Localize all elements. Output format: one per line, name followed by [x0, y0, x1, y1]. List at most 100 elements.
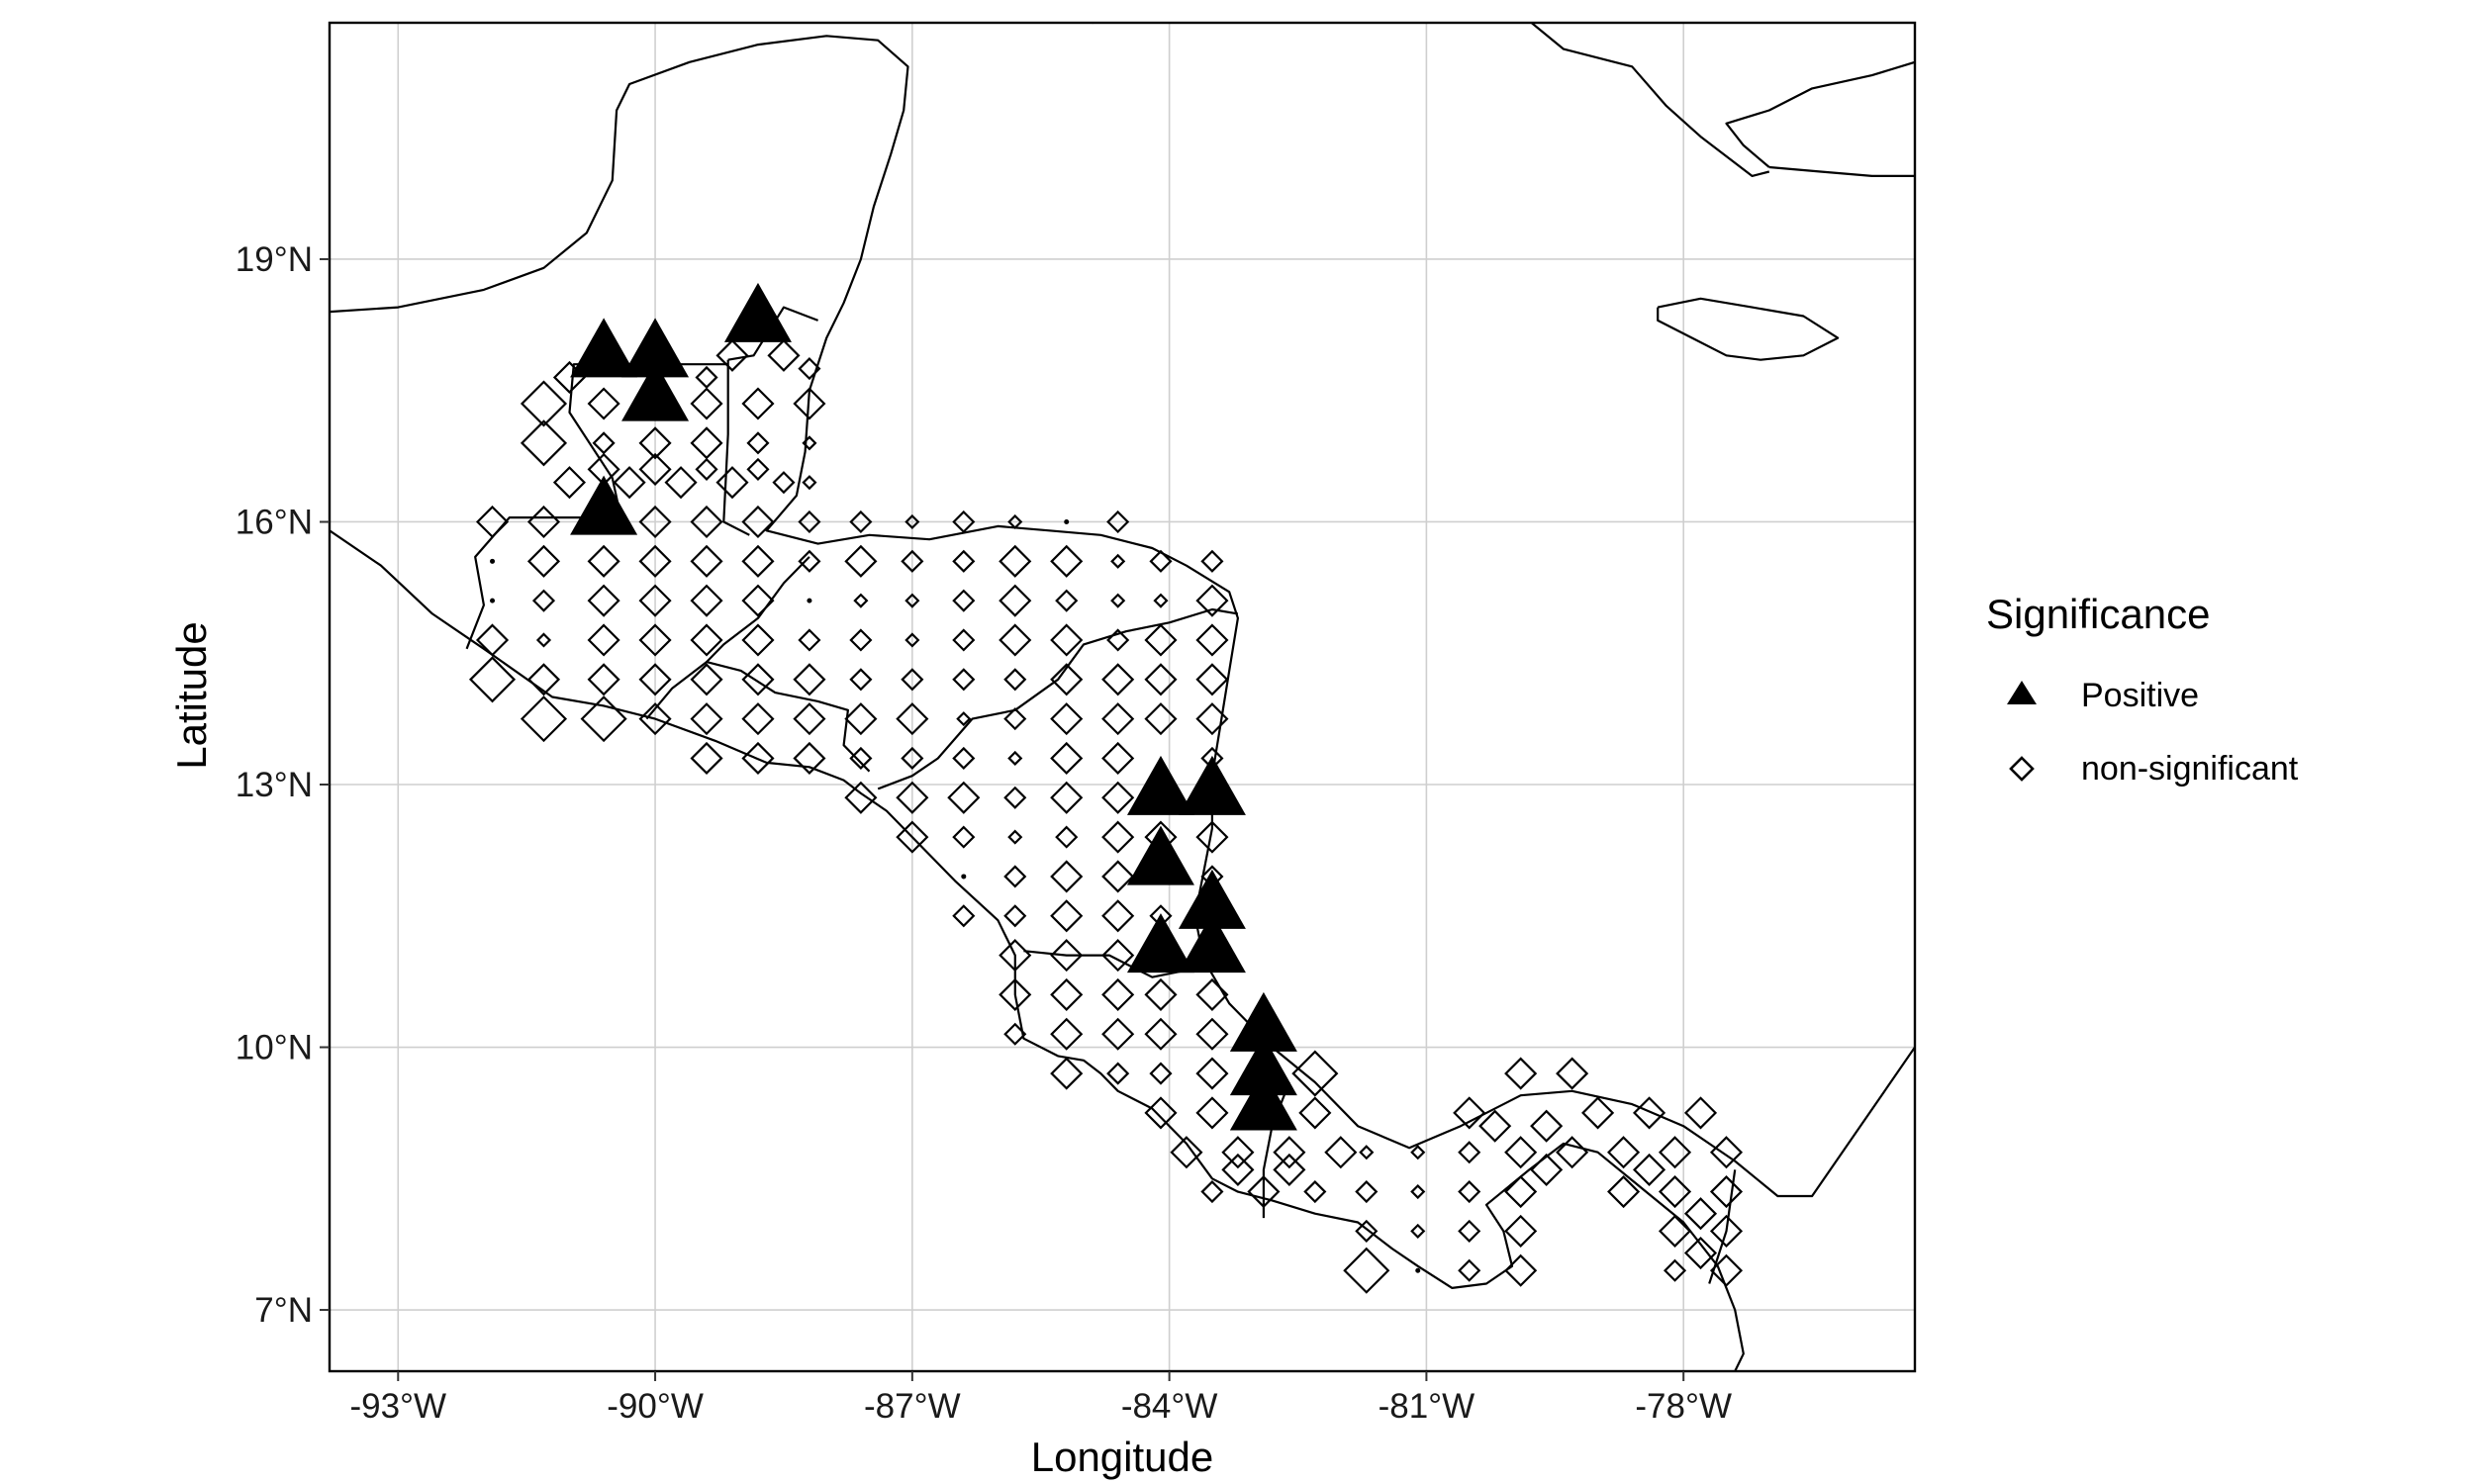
coastline-2	[1092, 23, 1770, 177]
nonsignificant-point	[1153, 593, 1169, 608]
nonsignificant-point	[1658, 1136, 1692, 1169]
nonsignificant-point	[587, 544, 620, 578]
x-axis: -93°W -90°W -87°W -84°W -81°W -78°W	[349, 1371, 1732, 1426]
coastline-9	[706, 556, 810, 663]
nonsignificant-point	[741, 623, 775, 657]
nonsignificant-point	[896, 820, 929, 854]
nonsignificant-point	[1504, 1214, 1538, 1248]
nonsignificant-point	[947, 781, 981, 814]
nonsignificant-point	[638, 663, 672, 696]
nonsignificant-point	[1195, 702, 1229, 736]
nonsignificant-point	[1658, 1214, 1692, 1248]
nonsignificant-point	[1709, 1175, 1744, 1209]
nonsignificant-point	[1050, 860, 1084, 893]
nonsignificant-point	[587, 663, 620, 696]
positive-point	[621, 318, 690, 378]
nonsignificant-point	[1050, 977, 1084, 1011]
nonsignificant-point	[1415, 1267, 1421, 1273]
nonsignificant-point	[715, 338, 749, 372]
nonsignificant-point	[1101, 781, 1135, 814]
y-tick-label: 16°N	[236, 503, 313, 541]
nonsignificant-point	[1355, 1180, 1379, 1204]
nonsignificant-point	[1195, 663, 1229, 696]
y-tick-label: 13°N	[236, 766, 313, 804]
nonsignificant-point	[1050, 663, 1084, 696]
nonsignificant-point	[1101, 741, 1135, 776]
nonsignificant-point	[1149, 1062, 1173, 1085]
nonsignificant-point	[1064, 518, 1070, 524]
nonsignificant-point	[1195, 1096, 1229, 1130]
nonsignificant-point	[638, 544, 672, 578]
nonsignificant-point	[1110, 593, 1126, 608]
nonsignificant-point	[1101, 860, 1135, 893]
nonsignificant-point	[844, 702, 878, 736]
nonsignificant-point	[999, 584, 1032, 617]
x-tick-label: -90°W	[607, 1387, 704, 1426]
nonsignificant-point	[901, 668, 924, 692]
nonsignificant-point	[1458, 1258, 1481, 1282]
nonsignificant-point	[952, 904, 976, 928]
nonsignificant-point	[1007, 750, 1023, 767]
nonsignificant-point	[664, 466, 698, 500]
nonsignificant-point	[767, 338, 801, 372]
nonsignificant-point	[520, 380, 568, 427]
nonsignificant-point	[1530, 1153, 1564, 1186]
y-tick-label: 10°N	[236, 1029, 313, 1067]
nonsignificant-point	[1683, 1096, 1718, 1130]
nonsignificant-point	[1101, 977, 1135, 1011]
nonsignificant-point	[1709, 1136, 1744, 1169]
nonsignificant-point	[690, 505, 723, 539]
x-tick-label: -81°W	[1379, 1387, 1475, 1426]
nonsignificant-point	[1050, 544, 1084, 578]
nonsignificant-point	[772, 471, 796, 495]
nonsignificant-point	[1195, 939, 1229, 973]
coastline-6	[722, 359, 750, 536]
nonsignificant-point	[475, 505, 510, 539]
nonsignificant-point	[849, 628, 873, 652]
nonsignificant-point	[1003, 904, 1027, 928]
nonsignificant-point	[1221, 1153, 1255, 1186]
y-tick-label: 19°N	[236, 240, 313, 279]
nonsignificant-point	[1050, 899, 1084, 933]
nonsignificant-point	[1003, 786, 1027, 809]
nonsignificant-point	[1003, 707, 1027, 731]
coastline-0	[330, 35, 1915, 1198]
nonsignificant-point	[844, 781, 878, 814]
nonsignificant-point	[1144, 977, 1178, 1011]
nonsignificant-point	[715, 466, 749, 500]
nonsignificant-point	[638, 584, 672, 617]
nonsignificant-point	[1195, 1057, 1229, 1090]
nonsignificant-point	[849, 668, 873, 692]
nonsignificant-point	[849, 510, 873, 534]
plot-panel-border	[328, 21, 1917, 1373]
nonsignificant-point	[690, 584, 723, 617]
nonsignificant-point	[741, 387, 775, 420]
nonsignificant-point	[587, 623, 620, 657]
nonsignificant-point	[690, 623, 723, 657]
nonsignificant-point	[1144, 663, 1178, 696]
nonsignificant-point	[798, 549, 821, 573]
nonsignificant-point	[798, 510, 821, 534]
nonsignificant-point	[1170, 1136, 1203, 1169]
nonsignificant-point	[1504, 1253, 1538, 1287]
nonsignificant-point	[587, 584, 620, 617]
nonsignificant-point	[1343, 1247, 1390, 1294]
nonsignificant-point	[1050, 741, 1084, 776]
nonsignificant-point	[1106, 1062, 1130, 1085]
nonsignificant-point	[587, 387, 620, 420]
nonsignificant-point	[1144, 1017, 1178, 1051]
nonsignificant-point	[1410, 1184, 1426, 1200]
positive-point	[621, 361, 690, 421]
nonsignificant-point	[999, 544, 1032, 578]
nonsignificant-point	[798, 357, 821, 381]
nonsignificant-point	[1003, 1022, 1027, 1046]
nonsignificant-point	[793, 741, 826, 776]
gridlines	[330, 23, 1915, 1371]
nonsignificant-point	[1101, 899, 1135, 933]
nonsignificant-point	[1101, 820, 1135, 854]
nonsignificant-point	[1195, 1017, 1229, 1051]
coastline-4	[1768, 165, 1915, 177]
nonsignificant-point	[690, 544, 723, 578]
legend-nonsignificant-diamond-icon	[2009, 756, 2035, 782]
nonsignificant-point	[1658, 1175, 1692, 1209]
